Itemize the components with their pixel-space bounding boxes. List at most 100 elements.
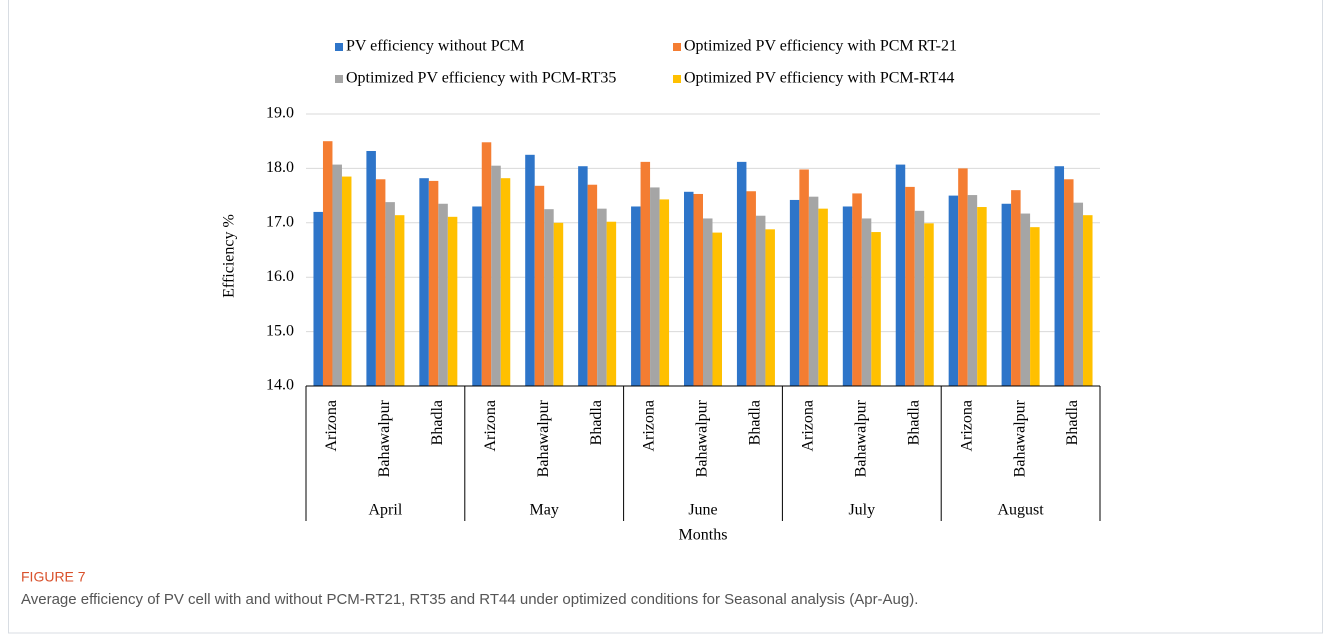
bar [481, 142, 492, 386]
group-label: July [848, 502, 875, 519]
x-tick-label: Bahawalpur [694, 399, 711, 477]
bar [905, 186, 915, 386]
bar [394, 215, 405, 386]
bar [1030, 227, 1040, 386]
bar [341, 176, 352, 386]
bar [640, 161, 651, 386]
legend-swatch [335, 43, 343, 51]
bar [525, 154, 535, 386]
group-label: April [369, 502, 403, 519]
bar [871, 232, 881, 386]
x-tick-label: Bhadla [588, 400, 605, 445]
bar [755, 215, 766, 386]
bar [684, 191, 694, 386]
group-label: May [530, 502, 559, 519]
bar [491, 165, 501, 386]
legend-label: Optimized PV efficiency with PCM-RT35 [346, 70, 616, 87]
bar [842, 206, 853, 386]
bar [693, 193, 703, 386]
bar [631, 206, 641, 386]
y-tick-label: 16.0 [266, 268, 294, 285]
bar [861, 218, 872, 386]
y-tick-label: 15.0 [266, 322, 294, 339]
bar [1020, 213, 1031, 386]
x-tick-label: Bhadla [905, 400, 922, 445]
bar [313, 211, 323, 386]
y-tick-label: 18.0 [266, 159, 294, 176]
bar [578, 166, 588, 386]
figure-label: FIGURE 7 [21, 569, 86, 585]
x-tick-label: Bhadla [429, 400, 446, 445]
bar [553, 222, 564, 386]
bar [500, 178, 511, 386]
bar [587, 184, 598, 386]
x-tick-label: Arizona [958, 400, 975, 452]
bar [977, 207, 987, 386]
bar [895, 164, 906, 386]
x-tick-label: Bhadla [747, 400, 764, 445]
caption: Average efficiency of PV cell with and w… [21, 591, 918, 608]
bar [958, 168, 968, 386]
legend-label: PV efficiency without PCM [346, 38, 525, 55]
bar [438, 203, 448, 386]
bar [948, 195, 959, 386]
y-tick-label: 14.0 [266, 377, 294, 394]
x-tick-label: Bhadla [1064, 400, 1081, 445]
y-tick-label: 19.0 [266, 105, 294, 122]
legend-swatch [673, 43, 681, 51]
bar [544, 209, 554, 386]
bar [428, 180, 439, 386]
bar [597, 208, 607, 386]
x-tick-label: Arizona [641, 400, 658, 452]
bar [1073, 202, 1084, 386]
bar [1001, 203, 1012, 386]
bar [736, 161, 747, 386]
group-label: June [688, 502, 717, 519]
x-axis-label: Months [679, 527, 728, 544]
bar [765, 229, 775, 386]
legend-swatch [335, 75, 343, 83]
bar [659, 199, 670, 386]
bar [650, 187, 660, 386]
bar [703, 218, 713, 386]
bar [366, 150, 376, 386]
bar [712, 232, 722, 386]
bar [914, 210, 925, 386]
bar [1054, 166, 1065, 386]
bar [332, 164, 342, 386]
legend-swatch [673, 75, 681, 83]
bar [746, 191, 756, 386]
legend-label: Optimized PV efficiency with PCM-RT44 [684, 70, 954, 87]
bar [818, 208, 828, 386]
figure-frame [8, 0, 1323, 634]
bar [419, 178, 429, 386]
bar [1083, 215, 1093, 386]
bar [472, 206, 482, 386]
x-tick-label: Bahawalpur [1011, 399, 1028, 477]
bar [375, 179, 386, 386]
bar [447, 216, 458, 386]
bar [808, 196, 819, 386]
bar [322, 141, 333, 386]
bar [385, 202, 395, 386]
x-tick-label: Bahawalpur [852, 399, 869, 477]
bar [1064, 179, 1074, 386]
x-tick-label: Bahawalpur [376, 399, 393, 477]
bar [534, 185, 545, 386]
x-tick-label: Bahawalpur [535, 399, 552, 477]
bar [606, 221, 617, 386]
group-label: August [997, 502, 1044, 519]
x-tick-label: Arizona [800, 400, 817, 452]
bar [1011, 190, 1021, 386]
bar [967, 195, 978, 386]
y-tick-label: 17.0 [266, 213, 294, 230]
bar [852, 193, 862, 386]
bar [924, 223, 934, 386]
legend-label: Optimized PV efficiency with PCM RT-21 [684, 38, 957, 55]
bar [789, 199, 800, 386]
x-tick-label: Arizona [482, 400, 499, 452]
x-tick-label: Arizona [323, 400, 340, 452]
bar [799, 169, 809, 386]
